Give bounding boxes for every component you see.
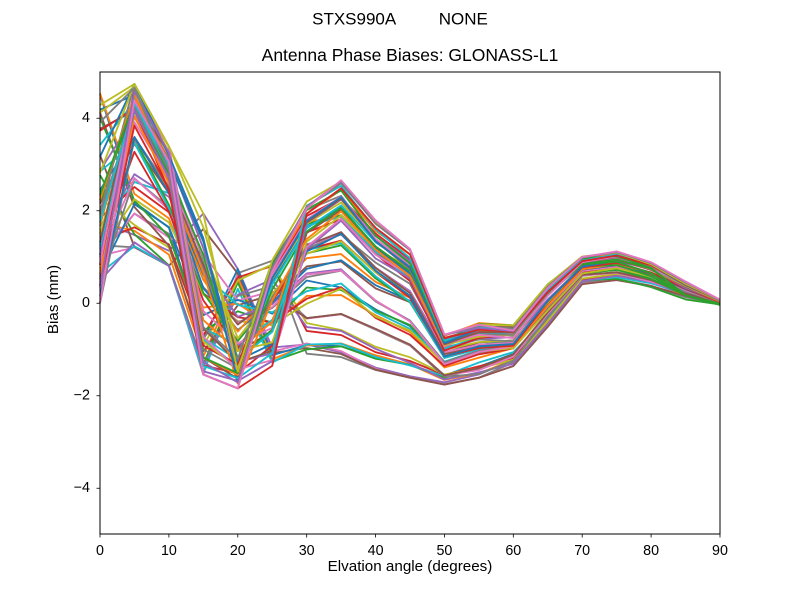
svg-text:80: 80 xyxy=(643,543,659,559)
svg-text:Elvation angle (degrees): Elvation angle (degrees) xyxy=(328,558,493,575)
svg-text:4: 4 xyxy=(82,110,90,126)
svg-text:0: 0 xyxy=(96,543,104,559)
svg-text:90: 90 xyxy=(712,543,728,559)
svg-text:Antenna Phase Biases: GLONASS-: Antenna Phase Biases: GLONASS-L1 xyxy=(262,45,559,65)
svg-text:60: 60 xyxy=(505,543,521,559)
svg-text:STXS990A NONE: STXS990A NONE xyxy=(312,10,488,29)
svg-text:30: 30 xyxy=(299,543,315,559)
svg-text:70: 70 xyxy=(574,543,590,559)
svg-text:10: 10 xyxy=(161,543,177,559)
svg-text:−2: −2 xyxy=(74,388,90,404)
svg-text:−4: −4 xyxy=(74,480,90,496)
svg-text:Bias (mm): Bias (mm) xyxy=(45,265,62,334)
svg-text:40: 40 xyxy=(368,543,384,559)
svg-text:0: 0 xyxy=(82,295,90,311)
svg-text:2: 2 xyxy=(82,203,90,219)
svg-text:50: 50 xyxy=(436,543,452,559)
svg-text:20: 20 xyxy=(230,543,246,559)
